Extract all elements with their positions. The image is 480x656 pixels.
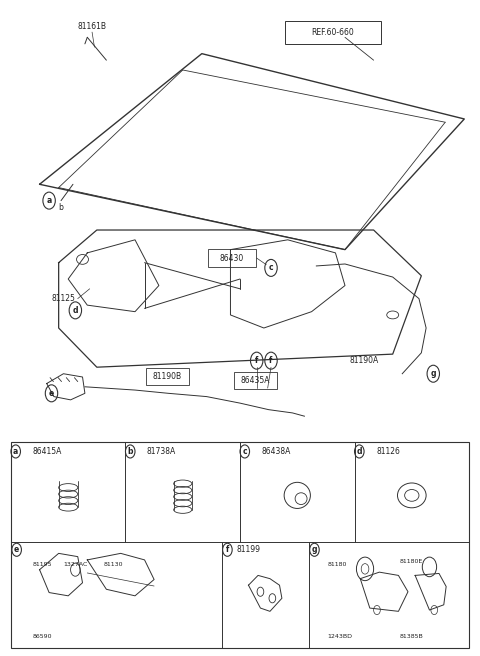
Text: 86438A: 86438A <box>262 447 291 456</box>
Text: b: b <box>59 203 63 212</box>
Text: 81738A: 81738A <box>147 447 176 456</box>
Text: 81180E: 81180E <box>399 559 423 564</box>
Text: c: c <box>242 447 247 456</box>
Text: 86590: 86590 <box>32 634 52 639</box>
Text: 81125: 81125 <box>51 294 75 303</box>
Text: g: g <box>312 545 317 554</box>
Text: 86430: 86430 <box>219 254 243 262</box>
FancyBboxPatch shape <box>207 249 256 267</box>
Text: 81195: 81195 <box>32 562 52 567</box>
FancyBboxPatch shape <box>285 21 381 44</box>
Text: 81161B: 81161B <box>78 22 107 31</box>
Text: f: f <box>255 356 258 365</box>
Text: f: f <box>269 356 273 365</box>
Text: e: e <box>14 545 19 554</box>
Text: 86415A: 86415A <box>33 447 62 456</box>
Text: g: g <box>431 369 436 379</box>
Text: b: b <box>128 447 133 456</box>
FancyBboxPatch shape <box>234 372 277 389</box>
Text: a: a <box>47 196 52 205</box>
Text: d: d <box>72 306 78 315</box>
Text: 81180: 81180 <box>328 562 347 567</box>
Text: 1327AC: 1327AC <box>63 562 87 567</box>
Text: 81130: 81130 <box>104 562 123 567</box>
Text: e: e <box>49 389 54 398</box>
FancyBboxPatch shape <box>11 442 469 648</box>
Text: 81385B: 81385B <box>399 634 423 639</box>
FancyBboxPatch shape <box>145 369 189 386</box>
Text: d: d <box>357 447 362 456</box>
Text: 81199: 81199 <box>237 545 261 554</box>
Text: 86435A: 86435A <box>241 376 271 385</box>
Text: REF.60-660: REF.60-660 <box>312 28 354 37</box>
Text: a: a <box>13 447 18 456</box>
Text: 81190A: 81190A <box>350 356 379 365</box>
Text: 81126: 81126 <box>376 447 400 456</box>
Text: 1243BD: 1243BD <box>328 634 353 639</box>
Text: 81190B: 81190B <box>153 373 182 382</box>
Text: c: c <box>269 264 273 272</box>
Text: f: f <box>226 545 229 554</box>
